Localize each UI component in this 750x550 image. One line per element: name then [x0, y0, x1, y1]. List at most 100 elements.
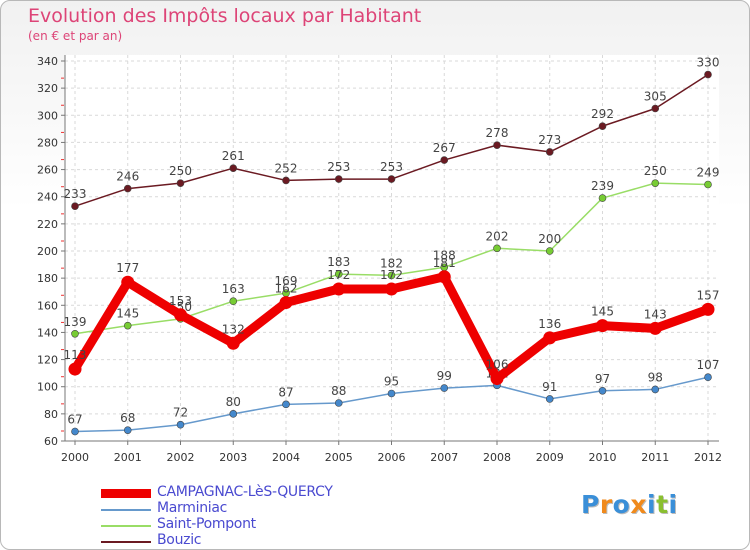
data-label: 177	[116, 261, 139, 275]
brand-letter: i	[647, 490, 657, 519]
data-label: 249	[697, 166, 720, 180]
data-point	[440, 384, 449, 392]
data-point	[545, 395, 554, 403]
data-point	[282, 400, 290, 409]
legend-swatch	[101, 525, 151, 527]
data-point	[596, 319, 609, 333]
data-label: 163	[222, 282, 245, 296]
data-point	[71, 329, 79, 338]
data-point	[176, 179, 185, 187]
data-label: 80	[226, 395, 241, 409]
x-tick-label: 2011	[641, 451, 669, 464]
legend-label: Marminiac	[157, 500, 228, 516]
y-tick-label: 140	[37, 326, 58, 339]
data-label: 97	[595, 372, 610, 386]
data-point	[123, 184, 132, 193]
legend-swatch	[101, 541, 151, 543]
y-tick-label: 200	[37, 245, 58, 258]
data-label: 233	[64, 187, 87, 201]
y-tick-label: 60	[44, 435, 58, 448]
data-point	[121, 275, 135, 289]
legend-label: Saint-Pompont	[157, 516, 256, 532]
data-label: 267	[433, 141, 456, 155]
data-point	[701, 302, 715, 316]
data-label: 278	[486, 126, 509, 140]
data-point	[71, 427, 79, 436]
chart-subtitle: (en € et par an)	[28, 29, 123, 43]
y-tick-label: 260	[37, 164, 58, 177]
data-point	[334, 270, 343, 278]
data-label: 239	[591, 179, 614, 193]
data-label: 98	[648, 370, 663, 384]
data-point	[490, 372, 504, 386]
x-tick-label: 2007	[430, 451, 458, 464]
data-label: 250	[644, 164, 667, 178]
data-label: 253	[327, 160, 350, 174]
data-point	[493, 244, 501, 253]
data-point	[332, 282, 346, 296]
y-tick-label: 220	[37, 218, 58, 231]
data-label: 181	[433, 256, 456, 270]
y-tick-label: 240	[37, 191, 58, 204]
data-point	[176, 420, 185, 429]
data-label: 183	[327, 255, 350, 269]
legend-swatch	[101, 509, 151, 511]
data-label: 261	[222, 149, 245, 163]
data-label: 162	[275, 282, 298, 296]
legend-swatch	[101, 489, 151, 498]
data-point	[543, 331, 557, 345]
data-point	[123, 426, 132, 434]
x-tick-label: 2000	[61, 451, 89, 464]
data-point	[598, 194, 607, 202]
data-label: 107	[697, 358, 720, 372]
y-tick-label: 100	[37, 381, 58, 394]
data-label: 87	[278, 385, 293, 399]
data-point	[651, 179, 660, 187]
data-point	[387, 175, 396, 183]
data-point	[651, 104, 660, 113]
y-tick-label: 160	[37, 299, 58, 312]
data-label: 330	[697, 56, 720, 70]
data-label: 72	[173, 406, 188, 420]
data-label: 132	[222, 322, 245, 336]
brand-letter: P	[581, 490, 600, 519]
chart-title: Evolution des Impôts locaux par Habitant	[28, 5, 422, 27]
data-label: 292	[591, 107, 614, 121]
legend-label: Bouzic	[157, 532, 202, 548]
x-tick-label: 2006	[378, 451, 406, 464]
data-point	[229, 297, 238, 306]
data-label: 273	[538, 133, 561, 147]
data-label: 250	[169, 164, 192, 178]
data-label: 139	[64, 315, 87, 329]
data-point	[334, 175, 343, 183]
data-label: 91	[542, 380, 557, 394]
data-point	[493, 141, 501, 149]
y-tick-label: 80	[44, 408, 58, 421]
data-point	[387, 271, 396, 280]
x-tick-label: 2003	[219, 451, 247, 464]
data-point	[123, 321, 132, 330]
data-label: 182	[380, 256, 403, 270]
data-point	[68, 362, 82, 376]
y-tick-label: 120	[37, 354, 58, 367]
brand-letter: t	[656, 490, 669, 519]
data-label: 113	[64, 348, 87, 362]
x-tick-label: 2004	[272, 451, 300, 464]
data-point	[437, 270, 451, 284]
brand-letter: i	[668, 490, 678, 519]
x-tick-label: 2010	[589, 451, 617, 464]
data-label: 145	[116, 307, 139, 321]
data-label: 200	[538, 232, 561, 246]
data-point	[279, 296, 293, 310]
data-point	[598, 122, 607, 130]
legend-label: CAMPAGNAC-LèS-QUERCY	[157, 484, 333, 500]
data-label: 157	[697, 288, 720, 302]
brand-letter: r	[599, 490, 613, 519]
data-point	[651, 385, 660, 394]
data-label: 172	[380, 268, 403, 282]
data-label: 67	[67, 413, 82, 427]
data-label: 153	[169, 294, 192, 308]
x-tick-label: 2002	[167, 451, 195, 464]
data-point	[704, 373, 712, 382]
